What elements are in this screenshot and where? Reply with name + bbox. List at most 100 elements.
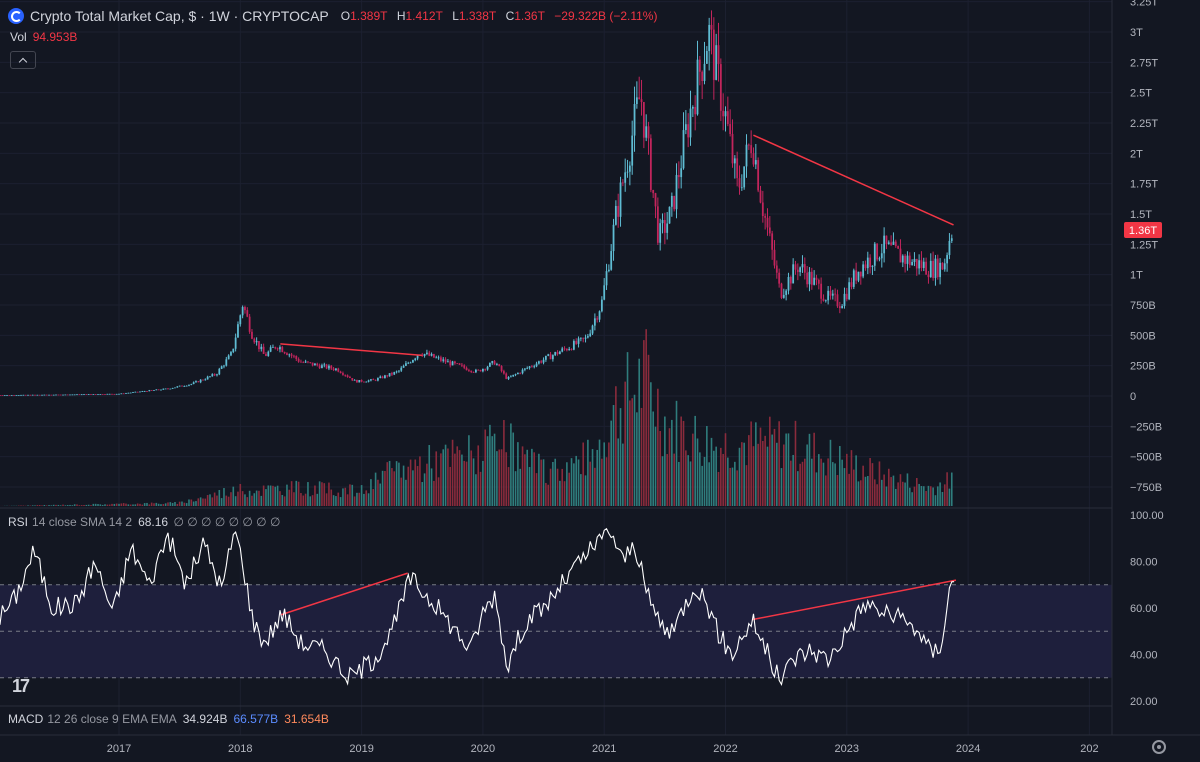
volume-bar [204, 498, 207, 506]
candle-body [540, 361, 543, 363]
candle-body [677, 174, 680, 178]
candle-body [246, 310, 249, 317]
rsi-legend[interactable]: RSI 14 close SMA 14 2 68.16 ∅ ∅ ∅ ∅ ∅ ∅ ∅ … [8, 515, 280, 529]
candle-body [395, 371, 398, 373]
candle-body [521, 369, 524, 374]
volume-bar [444, 444, 447, 506]
candle-body [225, 359, 228, 366]
volume-bar [512, 432, 515, 506]
candle-body [488, 362, 491, 367]
candle-body [780, 283, 783, 298]
volume-bar [192, 501, 195, 506]
candle-body [883, 235, 886, 254]
candle-body [598, 311, 601, 320]
volume-bar [87, 504, 90, 506]
time-tick-label: 2018 [228, 743, 252, 755]
candle-body [537, 361, 540, 364]
candle-body [171, 388, 174, 389]
rsi-trendline[interactable] [752, 579, 957, 621]
candle-body [626, 171, 629, 173]
candle-body [160, 389, 162, 391]
volume-bar [535, 473, 538, 506]
candle-body [360, 380, 363, 382]
volume-bar [839, 446, 841, 506]
candle-body [582, 337, 585, 339]
volume-bar [652, 411, 654, 506]
volume-bar [283, 496, 286, 506]
volume-bar [449, 466, 452, 506]
volume-bar [934, 495, 937, 506]
volume-bar [258, 490, 260, 506]
volume-bar [400, 477, 403, 506]
volume-bar [195, 501, 197, 506]
volume-bar [286, 484, 288, 506]
macd-legend[interactable]: MACD 12 26 close 9 EMA EMA 34.924B 66.577B 3… [8, 712, 329, 726]
tradingview-logo[interactable]: 17 [12, 676, 30, 696]
volume-bar [769, 416, 771, 506]
volume-bar [412, 470, 414, 506]
price-tick-label: −500B [1130, 452, 1162, 464]
candle-body [391, 373, 393, 375]
candle-body [321, 365, 323, 369]
volume-bar [405, 479, 407, 506]
rsi-tick-label: 40.00 [1130, 650, 1158, 662]
candle-body [845, 293, 848, 300]
price-tick-label: 2.75T [1130, 57, 1158, 69]
volume-bar [843, 468, 846, 506]
volume-bar [237, 491, 239, 506]
volume-bar [701, 465, 703, 506]
candle-body [701, 71, 704, 81]
price-trendline[interactable] [753, 134, 954, 226]
volume-bar [596, 449, 599, 506]
volume-bar [911, 492, 913, 506]
candle-body [789, 276, 792, 284]
volume-bar [164, 503, 167, 506]
candle-body [125, 393, 127, 394]
volume-bar [125, 503, 127, 506]
rsi-trendline[interactable] [280, 572, 408, 616]
volume-bar [66, 505, 69, 506]
volume-bar [358, 492, 361, 506]
volume-bar [638, 358, 640, 506]
volume-bar [797, 471, 799, 506]
volume-bar [587, 439, 589, 506]
volume-bar [374, 472, 377, 506]
volume-bar [174, 502, 176, 506]
volume-bars [0, 329, 953, 506]
candle-body [892, 241, 895, 245]
candle-body [698, 59, 701, 72]
candle-body [458, 363, 461, 365]
candle-body [535, 363, 538, 367]
candle-body [178, 385, 181, 387]
price-tick-label: 2.5T [1130, 88, 1152, 100]
price-tick-label: 750B [1130, 300, 1156, 312]
volume-bar [755, 422, 757, 506]
candle-body [619, 182, 622, 217]
candle-body [778, 272, 781, 284]
volume-bar [897, 482, 899, 506]
volume-bar [710, 437, 713, 506]
volume-bar [321, 482, 323, 506]
volume-bar [115, 503, 118, 506]
volume-bar [169, 502, 172, 506]
candle-body [211, 374, 214, 377]
symbol-title[interactable]: Crypto Total Market Cap, $ · 1W · CRYPTO… [30, 8, 329, 24]
volume-bar [367, 493, 370, 506]
candle-body [855, 270, 858, 281]
settings-gear-icon[interactable] [1152, 740, 1166, 754]
volume-bar [454, 453, 456, 506]
volume-bar [162, 504, 165, 506]
last-price-label: 1.36T [1129, 225, 1157, 237]
candle-body [8, 395, 11, 396]
collapse-legend-button[interactable] [10, 51, 36, 69]
volume-bar [246, 497, 249, 506]
volume-bar [232, 486, 235, 506]
volume-bar [540, 459, 543, 506]
time-axis[interactable]: 2017 2018 2019 2020 2021 2022 2023 2024 202 [107, 743, 1099, 755]
price-trendline[interactable] [280, 343, 423, 357]
volume-bar [220, 498, 223, 506]
volume-bar [241, 491, 244, 506]
volume-bar [507, 467, 510, 506]
volume-bar [524, 454, 526, 506]
volume-legend[interactable]: Vol 94.953B [10, 30, 77, 44]
